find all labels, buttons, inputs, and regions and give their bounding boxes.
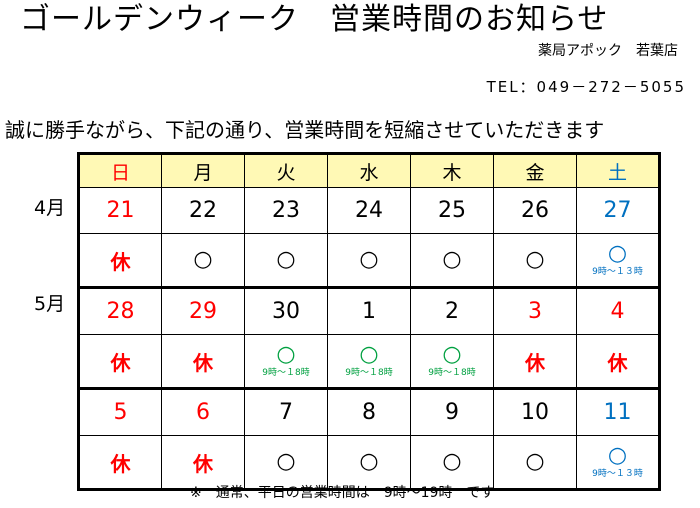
status-row: 休休 ○ ○ ○ ○ ○ 9時～１３時	[78, 435, 660, 490]
date-cell: 2	[410, 287, 494, 335]
date-cell: 4	[576, 287, 660, 335]
open-mark: ○	[442, 341, 462, 367]
date-cell: 1	[327, 287, 411, 335]
date-cell: 23	[244, 187, 328, 234]
hours-note: 9時～１8時	[345, 367, 393, 378]
weekday-header-row: 日 月 火 水 木 金 土	[78, 153, 660, 188]
closed-mark: 休	[193, 451, 213, 476]
open-mark: ○	[607, 442, 628, 468]
footnote: ※ 通常、平日の営業時間は 9時～19時 です	[190, 485, 495, 501]
open-mark: ○	[359, 341, 379, 367]
notice-text: 誠に勝手ながら、下記の通り、営業時間を短縮させていただきます	[5, 118, 605, 142]
status-cell: ○	[493, 435, 577, 490]
calendar-table: 日 月 火 水 木 金 土 21 22 23 24 25 26 27 休 ○ ○ ○ ○ ○ ○ 9時～１３…	[77, 152, 661, 491]
open-mark: ○	[525, 247, 545, 272]
date-cell: 30	[244, 287, 328, 335]
weekday-tue: 火	[244, 153, 328, 188]
status-cell: ○ 9時～１8時	[410, 334, 494, 390]
status-cell: 休	[78, 233, 162, 289]
hours-note: 9時～１３時	[592, 266, 643, 277]
open-mark: ○	[276, 449, 296, 474]
date-cell: 28	[78, 287, 162, 335]
closed-mark: 休	[110, 350, 131, 375]
date-cell: 26	[493, 187, 577, 234]
date-cell: 7	[244, 388, 328, 436]
date-cell: 6	[161, 388, 245, 436]
weekday-thu: 木	[410, 153, 494, 188]
date-row: 28 29 30 1 2 3 4	[78, 287, 660, 335]
closed-mark: 休	[110, 249, 131, 274]
open-mark: ○	[276, 341, 296, 367]
status-cell: ○	[244, 233, 328, 289]
status-cell: ○	[410, 435, 494, 490]
hours-note: 9時～１３時	[592, 468, 643, 479]
store-name: 薬局アポック 若葉店	[538, 43, 678, 59]
status-cell: ○	[327, 233, 411, 289]
status-cell: 休	[161, 435, 245, 490]
weekday-fri: 金	[493, 153, 577, 188]
month-label-april: 4月	[34, 197, 66, 219]
date-cell: 22	[161, 187, 245, 234]
open-mark: ○	[442, 449, 462, 474]
open-mark: ○	[359, 449, 379, 474]
status-cell: ○	[244, 435, 328, 490]
open-mark: ○	[525, 449, 545, 474]
date-row: 5 6 7 8 9 10 11	[78, 388, 660, 436]
hours-note: 9時～１8時	[262, 367, 310, 378]
date-cell: 27	[576, 187, 660, 234]
closed-mark: 休	[110, 451, 131, 476]
open-mark: ○	[276, 247, 296, 272]
weekday-wed: 水	[327, 153, 411, 188]
date-cell: 11	[576, 388, 660, 436]
status-cell: ○ 9時～１３時	[576, 233, 660, 289]
status-cell: ○ 9時～１３時	[576, 435, 660, 490]
date-cell: 24	[327, 187, 411, 234]
closed-mark: 休	[193, 350, 213, 375]
closed-mark: 休	[525, 350, 545, 375]
date-cell: 3	[493, 287, 577, 335]
status-cell: ○	[161, 233, 245, 289]
page-title: ゴールデンウィーク 営業時間のお知らせ	[20, 2, 609, 37]
open-mark: ○	[193, 247, 213, 272]
status-cell: 休	[161, 334, 245, 390]
weekday-sun: 日	[78, 153, 162, 188]
month-label-may: 5月	[34, 293, 66, 315]
open-mark: ○	[607, 240, 628, 266]
status-cell: 休	[576, 334, 660, 390]
status-cell: ○ 9時～１8時	[327, 334, 411, 390]
status-cell: 休	[78, 334, 162, 390]
closed-mark: 休	[607, 350, 628, 375]
weekday-sat: 土	[576, 153, 660, 188]
status-row: 休 ○ ○ ○ ○ ○ ○ 9時～１３時	[78, 233, 660, 289]
date-cell: 9	[410, 388, 494, 436]
date-cell: 10	[493, 388, 577, 436]
status-cell: ○ 9時～１8時	[244, 334, 328, 390]
open-mark: ○	[359, 247, 379, 272]
weekday-mon: 月	[161, 153, 245, 188]
date-cell: 25	[410, 187, 494, 234]
date-cell: 8	[327, 388, 411, 436]
status-cell: ○	[327, 435, 411, 490]
status-cell: ○	[493, 233, 577, 289]
status-cell: ○	[410, 233, 494, 289]
status-cell: 休	[493, 334, 577, 390]
date-cell: 21	[78, 187, 162, 234]
date-cell: 29	[161, 287, 245, 335]
phone-number: TEL：049－272－5055	[486, 78, 686, 96]
status-row: 休休 ○ 9時～１8時 ○ 9時～１8時 ○ 9時～１8時休休	[78, 334, 660, 390]
status-cell: 休	[78, 435, 162, 490]
hours-note: 9時～１8時	[428, 367, 476, 378]
open-mark: ○	[442, 247, 462, 272]
date-row: 21 22 23 24 25 26 27	[78, 187, 660, 234]
date-cell: 5	[78, 388, 162, 436]
